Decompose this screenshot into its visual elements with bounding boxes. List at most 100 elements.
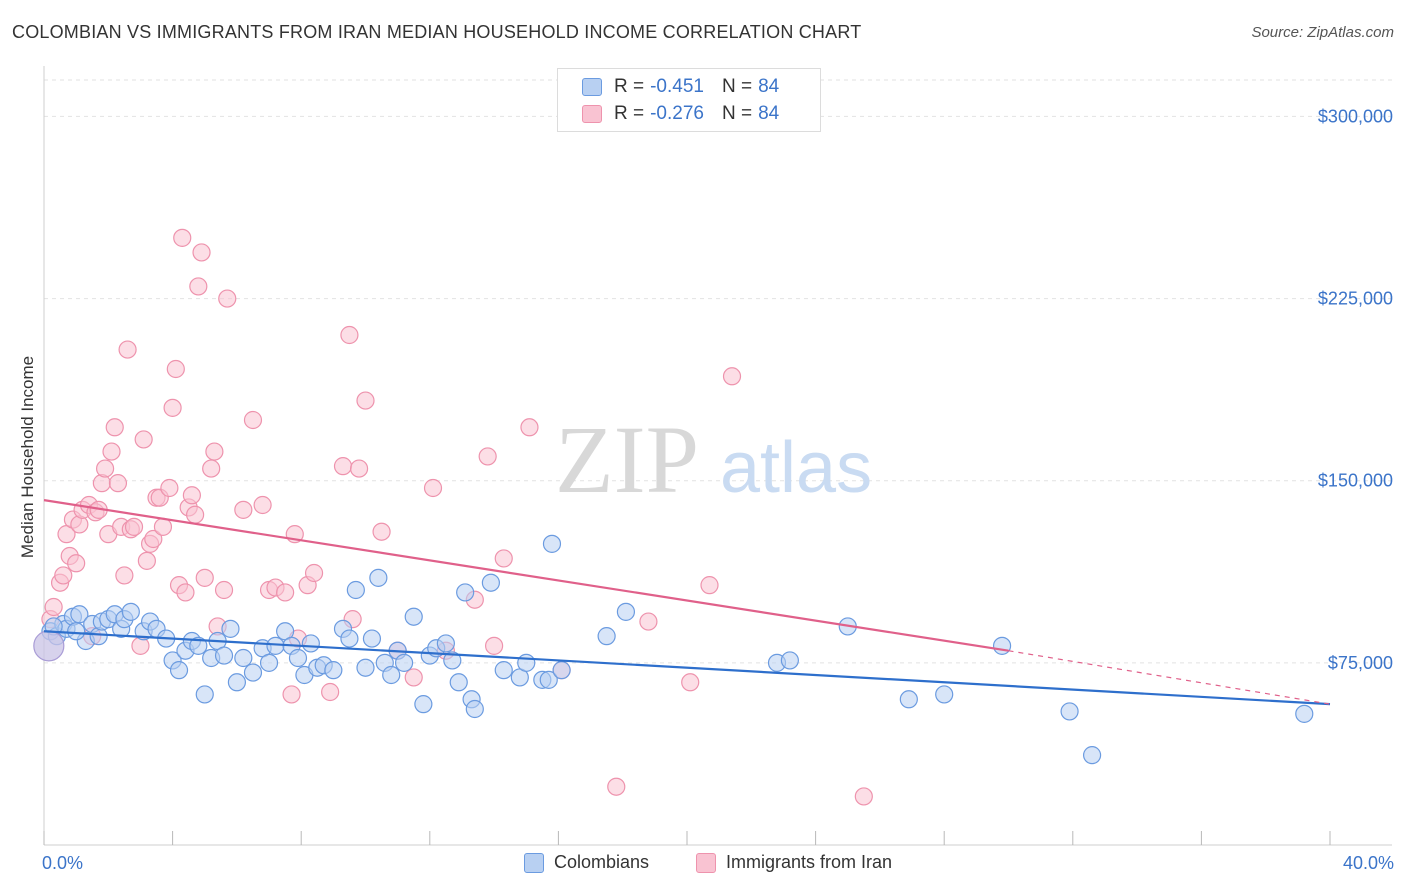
point-colombians [1060,702,1079,721]
trend-lines [43,499,1331,706]
point-colombians [189,636,208,655]
series-legend: Colombians Immigrants from Iran [0,852,1406,878]
y-tick-label: $75,000 [1328,653,1393,673]
n-label: N = [721,76,753,97]
point-immigrants-from-iran [214,580,234,600]
legend-swatch-pink [696,852,716,873]
point-colombians [214,646,234,665]
series-colombians [33,534,1314,765]
point-colombians [288,648,308,668]
source-label: Source: ZipAtlas.com [1251,24,1394,41]
point-immigrants-from-iran [44,597,63,617]
point-immigrants-from-iran [340,325,359,345]
point-immigrants-from-iran [115,566,134,585]
point-overlap-large [33,630,65,662]
legend-row-iran: R = -0.276 N = 84 [582,102,779,126]
point-colombians [195,685,214,704]
legend-label: Immigrants from Iran [726,852,893,872]
point-immigrants-from-iran [195,568,214,587]
point-immigrants-from-iran [243,410,263,430]
y-tick-labels: $75,000 $150,000 $225,000 $300,000 [1318,106,1393,672]
point-immigrants-from-iran [321,682,340,702]
point-immigrants-from-iran [520,418,539,437]
point-immigrants-from-iran [202,459,221,478]
point-immigrants-from-iran [485,636,504,655]
point-colombians [597,627,616,646]
point-colombians [481,573,500,592]
point-colombians [234,648,253,668]
point-colombians [301,634,320,653]
point-immigrants-from-iran [372,522,391,541]
point-immigrants-from-iran [218,289,237,308]
point-colombians [346,580,365,600]
point-immigrants-from-iran [118,340,137,359]
point-colombians [369,568,388,587]
point-immigrants-from-iran [349,459,369,478]
r-label: R = [614,76,645,97]
point-colombians [1295,704,1314,723]
point-colombians [266,636,285,655]
point-colombians [494,661,513,680]
point-colombians [449,673,468,692]
n-label: N = [721,103,753,124]
point-immigrants-from-iran [304,563,324,583]
r-value: -0.451 [650,76,704,97]
point-colombians [67,622,86,641]
point-immigrants-from-iran [137,551,156,570]
point-colombians [362,629,382,648]
point-colombians [121,602,140,621]
point-colombians [935,685,954,704]
point-immigrants-from-iran [163,398,182,417]
point-colombians [539,670,558,689]
point-immigrants-from-iran [186,505,205,524]
r-value: -0.276 [650,103,704,124]
n-value: 84 [758,103,780,124]
point-immigrants-from-iran [160,478,179,498]
point-immigrants-from-iran [173,228,192,247]
point-immigrants-from-iran [176,583,195,602]
point-colombians [780,651,799,670]
point-colombians [465,699,484,719]
point-immigrants-from-iran [333,457,353,476]
point-colombians [456,583,475,602]
r-label: R = [614,103,645,124]
point-colombians [340,629,359,648]
point-colombians [404,607,423,626]
point-immigrants-from-iran [404,668,423,687]
point-immigrants-from-iran [478,447,497,466]
trend-line-iran-extension [1008,650,1331,705]
point-immigrants-from-iran [134,430,153,449]
point-colombians [443,651,462,670]
y-axis-label: Median Household Income [18,355,37,559]
point-colombians [259,653,279,672]
legend-item-colombians: Colombians [524,852,649,873]
point-immigrants-from-iran [105,418,124,437]
point-colombians [227,673,246,692]
legend-swatch-blue [524,852,544,873]
point-immigrants-from-iran [192,243,211,262]
x-tick-label-min: 0.0% [42,853,84,873]
series-immigrants-from-iran [41,228,873,806]
y-tick-label: $150,000 [1318,471,1393,491]
watermark-zip: ZIP [555,406,699,513]
point-immigrants-from-iran [639,612,658,631]
point-immigrants-from-iran [67,554,86,573]
point-colombians [414,695,433,714]
point-immigrants-from-iran [95,459,115,478]
point-colombians [382,665,401,685]
trend-line-colombians [43,630,1331,706]
point-immigrants-from-iran [102,442,121,461]
legend-row-colombians: R = -0.451 N = 84 [582,75,779,99]
point-immigrants-from-iran [356,391,375,410]
point-immigrants-from-iran [276,583,295,602]
point-colombians [324,661,343,680]
axes [43,66,1392,846]
watermark-atlas: atlas [720,428,872,508]
n-value: 84 [758,76,780,97]
legend-label: Colombians [554,852,650,872]
point-colombians [356,658,375,677]
point-immigrants-from-iran [282,685,301,704]
point-immigrants-from-iran [144,529,163,549]
point-immigrants-from-iran [108,474,128,493]
